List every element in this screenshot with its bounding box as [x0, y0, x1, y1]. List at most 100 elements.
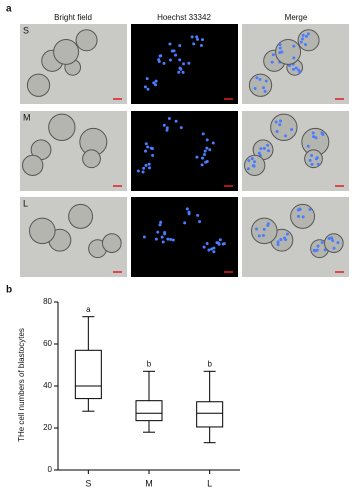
nucleus [198, 220, 202, 224]
column-header: Merge [285, 13, 308, 22]
box [196, 401, 224, 428]
nucleus [142, 166, 146, 170]
nucleus [271, 53, 275, 57]
image-grid: S M L [20, 24, 349, 277]
nucleus [279, 238, 283, 242]
nucleus [201, 156, 205, 160]
nucleus [278, 46, 282, 50]
nucleus [252, 160, 256, 164]
embryo [22, 154, 44, 177]
nucleus [221, 242, 225, 246]
nucleus [196, 37, 200, 41]
nucleus [274, 120, 278, 124]
nucleus [210, 247, 214, 251]
nucleus [320, 241, 324, 245]
nucleus [261, 233, 265, 237]
row-label: L [23, 198, 28, 208]
nucleus [158, 223, 162, 227]
y-tick-label: 80 [43, 297, 52, 306]
nucleus [257, 234, 261, 238]
micrograph [131, 197, 238, 277]
embryo [270, 113, 298, 141]
nucleus [266, 143, 270, 147]
nucleus [185, 207, 189, 211]
significance-letter: b [147, 359, 152, 368]
box [135, 400, 163, 422]
y-tick-label: 20 [43, 423, 52, 432]
nucleus [154, 83, 158, 87]
nucleus [292, 67, 296, 71]
nucleus [252, 164, 256, 168]
row-label: M [23, 112, 31, 122]
nucleus [301, 215, 305, 219]
row-label: S [23, 25, 29, 35]
nucleus [298, 207, 302, 211]
nucleus [187, 212, 191, 216]
nucleus [299, 40, 303, 44]
nucleus [178, 58, 182, 62]
nucleus [167, 117, 171, 121]
nucleus [143, 85, 147, 89]
column-header: Hoechst 33342 [157, 13, 211, 22]
nucleus [264, 79, 268, 83]
embryo [82, 149, 101, 169]
nucleus [141, 170, 145, 174]
nucleus [257, 151, 261, 155]
nucleus [205, 241, 209, 245]
nucleus [195, 155, 199, 159]
nucleus [195, 35, 199, 39]
nucleus [315, 156, 319, 160]
nucleus [306, 32, 310, 36]
nucleus [165, 126, 169, 130]
nucleus [150, 147, 154, 151]
nucleus [202, 245, 206, 249]
nucleus [330, 236, 334, 240]
nucleus [218, 238, 222, 242]
nucleus [323, 248, 327, 252]
nucleus [297, 214, 301, 218]
nucleus [144, 163, 148, 167]
nucleus [166, 237, 170, 241]
nucleus [146, 145, 150, 149]
nucleus [262, 227, 266, 231]
embryo [75, 29, 98, 52]
nucleus [212, 246, 216, 250]
nucleus [259, 147, 263, 151]
nucleus [183, 221, 187, 225]
nucleus [314, 136, 318, 140]
embryo [68, 203, 94, 229]
nucleus [199, 44, 203, 48]
nucleus [144, 149, 148, 153]
nucleus [174, 119, 178, 123]
nucleus [146, 87, 150, 91]
nucleus [300, 37, 304, 41]
nucleus [211, 141, 215, 145]
embryo [304, 149, 323, 169]
nucleus [332, 246, 336, 250]
nucleus [196, 213, 200, 217]
nucleus [247, 159, 251, 163]
nucleus [156, 230, 160, 234]
box [74, 349, 102, 400]
y-tick-label: 0 [48, 465, 53, 474]
nucleus [168, 58, 172, 62]
nucleus [205, 160, 209, 164]
nucleus [182, 62, 186, 66]
significance-letter: a [86, 305, 91, 314]
y-tick-label: 40 [43, 381, 52, 390]
nucleus [171, 238, 175, 242]
nucleus [255, 227, 259, 231]
nucleus [284, 238, 288, 242]
embryo [26, 73, 51, 97]
nucleus [292, 56, 296, 60]
micrograph [131, 111, 238, 191]
nucleus [308, 208, 312, 212]
nucleus [159, 220, 163, 224]
nucleus [157, 60, 161, 64]
nucleus [327, 237, 331, 241]
nucleus [145, 77, 149, 81]
nucleus [262, 146, 266, 150]
nucleus [177, 70, 181, 74]
panel-label: a [6, 4, 12, 15]
